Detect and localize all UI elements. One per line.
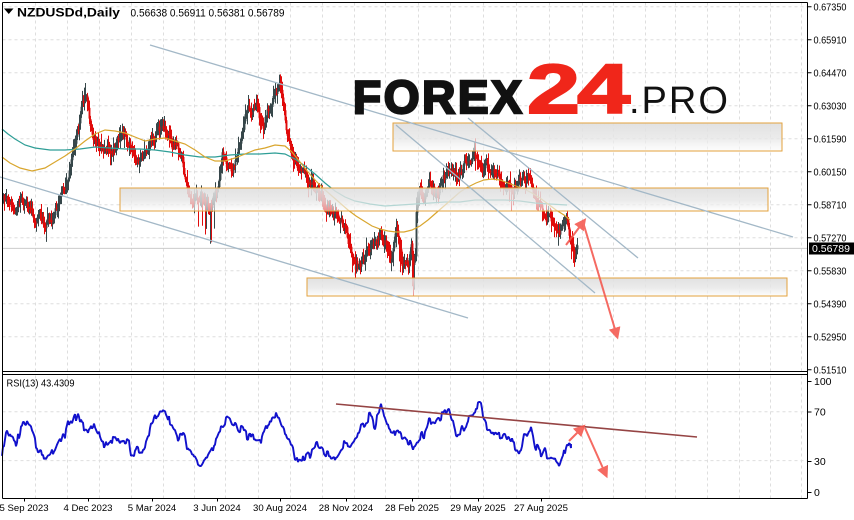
svg-text:0.56638 0.56911 0.56381 0.5678: 0.56638 0.56911 0.56381 0.56789 xyxy=(131,8,285,20)
svg-text:24: 24 xyxy=(527,49,631,128)
svg-text:RSI(13) 43.4309: RSI(13) 43.4309 xyxy=(7,378,75,390)
svg-text:0: 0 xyxy=(814,487,820,499)
svg-text:29 May 2025: 29 May 2025 xyxy=(450,503,505,514)
svg-text:0.67350: 0.67350 xyxy=(814,1,847,13)
svg-text:0.58710: 0.58710 xyxy=(814,199,847,211)
svg-text:0.54390: 0.54390 xyxy=(814,298,847,310)
svg-text:3 Jun 2024: 3 Jun 2024 xyxy=(193,503,241,514)
svg-text:0.65910: 0.65910 xyxy=(814,34,847,46)
svg-text:30: 30 xyxy=(814,456,826,468)
svg-text:0.63030: 0.63030 xyxy=(814,100,847,112)
svg-text:0.56789: 0.56789 xyxy=(812,243,850,255)
svg-text:NZDUSDd,Daily: NZDUSDd,Daily xyxy=(17,8,121,20)
svg-text:0.60150: 0.60150 xyxy=(814,166,847,178)
svg-text:0.64470: 0.64470 xyxy=(814,67,847,79)
svg-text:0.57270: 0.57270 xyxy=(814,232,847,244)
svg-text:0.52950: 0.52950 xyxy=(814,331,847,343)
svg-text:5 Mar 2024: 5 Mar 2024 xyxy=(128,503,177,514)
svg-text:FOREX: FOREX xyxy=(353,71,524,123)
svg-text:5 Sep 2023: 5 Sep 2023 xyxy=(0,503,49,514)
svg-text:27 Aug 2025: 27 Aug 2025 xyxy=(514,503,568,514)
svg-text:28 Nov 2024: 28 Nov 2024 xyxy=(319,503,374,514)
svg-text:0.61590: 0.61590 xyxy=(814,133,847,145)
svg-text:100: 100 xyxy=(814,376,832,388)
svg-text:.PRO: .PRO xyxy=(629,80,730,122)
svg-text:0.55830: 0.55830 xyxy=(814,265,847,277)
svg-text:30 Aug 2024: 30 Aug 2024 xyxy=(253,503,308,514)
svg-text:28 Feb 2025: 28 Feb 2025 xyxy=(385,503,439,514)
svg-text:4 Dec 2023: 4 Dec 2023 xyxy=(63,503,112,514)
svg-text:0.51510: 0.51510 xyxy=(814,364,847,376)
svg-text:70: 70 xyxy=(814,407,826,419)
